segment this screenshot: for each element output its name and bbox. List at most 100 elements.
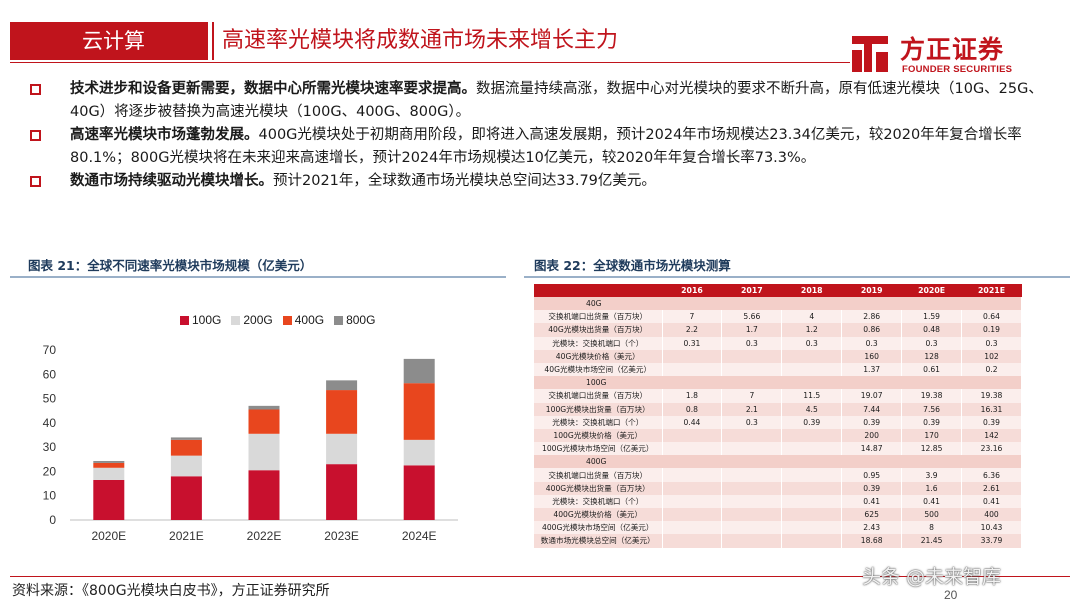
logo-text-en: FOUNDER SECURITIES [902, 64, 1013, 75]
table-row: 40G光模块价格（美元） 160 128 102 [534, 349, 1022, 363]
table-row: 交换机端口出货量（百万块） 0.95 3.9 6.36 [534, 468, 1022, 482]
table-row: 交换机端口出货量（百万块） 1.8 7 11.5 19.07 19.38 19.38 [534, 389, 1022, 403]
table-cell: 2.43 [841, 521, 903, 535]
table-row: 光模块：交换机端口（个） 0.44 0.3 0.39 0.39 0.39 0.39 [534, 415, 1022, 429]
table-group-row: 40G [534, 297, 1022, 311]
table-cell: 0.31 [662, 336, 723, 350]
bar-segment-400g [93, 462, 125, 468]
table-cell: 4.5 [781, 402, 843, 416]
bullet-square-icon [30, 130, 41, 141]
table-row: 光模块：交换机端口（个） 0.31 0.3 0.3 0.3 0.3 0.3 [534, 336, 1022, 350]
table-row: 400G光模块价格（美元） 625 500 400 [534, 508, 1022, 522]
table-cell: 200 [841, 428, 903, 443]
table-cell: 2.2 [662, 323, 723, 337]
table-cell: 0.61 [901, 362, 963, 377]
x-tick-label: 2024E [402, 529, 437, 543]
bar-segment-100g [170, 476, 202, 520]
table-cell: 2.1 [721, 402, 783, 416]
table-group-label: 400G [534, 455, 1022, 469]
table-cell: 7 [662, 310, 723, 324]
table-cell: 12.85 [901, 442, 963, 456]
y-tick-label: 40 [43, 416, 57, 430]
table-cell: 0.39 [961, 415, 1022, 429]
table-row: 40G光模块出货量（百万块） 2.2 1.7 1.2 0.86 0.48 0.19 [534, 323, 1022, 337]
table-cell [781, 508, 843, 522]
table-row-label: 40G光模块价格（美元） [534, 349, 663, 363]
bar-segment-200g [326, 433, 358, 465]
table-header-cell: 2021E [961, 284, 1022, 297]
table-header-row: 2016 2017 2018 2019 2020E 2021E [534, 284, 1022, 297]
table-cell: 33.79 [961, 534, 1022, 548]
table-row: 400G光模块出货量（百万块） 0.39 1.6 2.61 [534, 481, 1022, 495]
footer-rule [10, 576, 1070, 577]
table-row-label: 400G光模块出货量（百万块） [534, 481, 663, 495]
table-cell: 1.6 [901, 481, 963, 495]
watermark: 头条 @未来智库 [862, 566, 1002, 588]
table-cell: 0.95 [841, 468, 903, 482]
table-cell: 142 [961, 428, 1022, 443]
y-tick-label: 30 [43, 440, 57, 454]
legend-item: 400G [282, 313, 325, 327]
table-cell [781, 534, 843, 548]
table-header-cell: 2019 [841, 284, 902, 297]
table-header-cell: 2016 [662, 284, 722, 297]
table-cell: 0.19 [961, 323, 1022, 337]
table-cell: 3.9 [901, 468, 963, 482]
table-row: 交换机端口出货量（百万块） 7 5.66 4 2.86 1.59 0.64 [534, 310, 1022, 324]
legend-item: 100G [180, 313, 221, 327]
bullet-item: 数通市场持续驱动光模块增长。预计2021年，全球数通市场光模块总空间达33.79… [30, 170, 1050, 193]
page-title: 高速率光模块将成数通市场未来增长主力 [222, 28, 619, 53]
table-row-label: 交换机端口出货量（百万块） [534, 468, 663, 482]
table-cell [721, 534, 783, 548]
legend-swatch [334, 315, 344, 325]
table-cell: 1.8 [662, 389, 723, 403]
table-cell: 4 [781, 310, 843, 324]
table-row-label: 400G光模块市场空间（亿美元） [534, 521, 663, 535]
table-cell: 11.5 [781, 389, 843, 403]
table-cell: 500 [901, 508, 963, 522]
table-cell [781, 442, 843, 456]
table-cell: 0.3 [901, 336, 963, 350]
table-group-label: 100G [534, 376, 1022, 390]
table-cell: 0.8 [662, 402, 723, 416]
y-tick-label: 50 [43, 392, 57, 406]
bullet-item: 高速率光模块市场蓬勃发展。400G光模块处于初期商用阶段，即将进入高速发展期，预… [30, 124, 1050, 170]
legend-swatch [180, 315, 189, 325]
table-cell [662, 534, 723, 548]
bar-segment-100g [93, 479, 125, 520]
table-cell: 0.41 [841, 494, 903, 508]
table-header-cell: 2020E [901, 284, 962, 297]
bar-segment-800g [403, 358, 435, 384]
table-header-cell: 2018 [781, 284, 842, 297]
table-cell: 0.3 [841, 336, 903, 350]
table-cell: 8 [901, 521, 963, 535]
logo-mark-icon [852, 36, 888, 72]
legend-label: 400G [294, 313, 325, 327]
table-row-label: 光模块：交换机端口（个） [534, 494, 663, 508]
table-cell [721, 481, 783, 495]
y-tick-label: 0 [49, 513, 56, 527]
table-group-label: 40G [534, 297, 1022, 311]
estimate-table-wrapper: 2016 2017 2018 2019 2020E 2021E 40G 交换机端口… [534, 284, 1022, 548]
table-cell: 19.07 [841, 389, 903, 403]
table-cell: 2.61 [961, 481, 1022, 495]
y-tick-label: 10 [43, 489, 57, 503]
table-caption-rule [524, 276, 1070, 278]
legend-swatch [282, 315, 292, 325]
x-tick-label: 2020E [91, 529, 126, 543]
table-cell: 21.45 [901, 534, 963, 548]
table-cell [721, 428, 783, 443]
table-cell: 0.3 [781, 336, 843, 350]
table-row: 100G光模块出货量（百万块） 0.8 2.1 4.5 7.44 7.56 16.31 [534, 402, 1022, 416]
bar-segment-800g [170, 437, 202, 440]
legend-swatch [231, 315, 241, 325]
table-cell [721, 362, 783, 377]
estimate-table: 2016 2017 2018 2019 2020E 2021E 40G 交换机端口… [534, 284, 1022, 548]
table-row-label: 40G光模块出货量（百万块） [534, 323, 663, 337]
table-cell: 1.37 [841, 362, 903, 377]
legend-item: 200G [231, 313, 273, 327]
bar-segment-800g [93, 460, 125, 463]
table-body: 40G 交换机端口出货量（百万块） 7 5.66 4 2.86 1.59 0.64 40G光模块… [534, 297, 1022, 548]
table-cell [721, 468, 783, 482]
table-cell [781, 349, 843, 363]
